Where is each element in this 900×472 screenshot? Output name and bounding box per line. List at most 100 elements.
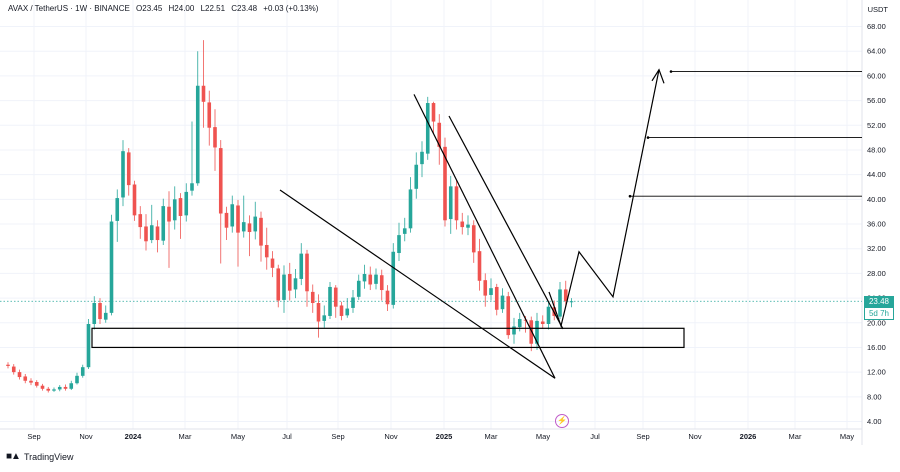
candle-body <box>98 303 102 320</box>
ohlc-close: C23.48 <box>231 4 258 13</box>
candle-body <box>517 319 522 328</box>
x-tick-label: Sep <box>636 432 649 441</box>
candle-body <box>362 273 367 282</box>
candle-body <box>178 198 183 216</box>
y-tick-label: 28.00 <box>867 269 886 278</box>
candle-body <box>34 382 39 386</box>
x-tick-label: Sep <box>331 432 344 441</box>
candle-body <box>391 251 396 305</box>
candle-body <box>414 164 419 189</box>
candle-body <box>264 244 269 258</box>
y-tick-label: 8.00 <box>867 392 882 401</box>
projection-path <box>548 69 660 328</box>
candle-body <box>184 191 189 216</box>
candle-body <box>483 280 488 296</box>
candle-body <box>230 204 235 227</box>
x-tick-label: Nov <box>384 432 398 441</box>
bar-countdown: 5d 7h <box>864 306 894 320</box>
candle-body <box>471 225 476 253</box>
candle-body <box>259 217 263 246</box>
candle-body <box>385 290 390 305</box>
candle-body <box>356 280 361 297</box>
candle-body <box>322 315 327 321</box>
candle-body <box>126 152 131 186</box>
x-tick-label: Jul <box>282 432 292 441</box>
candle-body <box>276 268 281 301</box>
y-tick-label: 20.00 <box>867 318 886 327</box>
channel-trendline <box>448 115 564 330</box>
candle-body <box>402 228 407 234</box>
candle-body <box>155 226 160 241</box>
candle-body <box>161 206 166 241</box>
brand-name: TradingView <box>23 451 74 462</box>
candle-body <box>563 289 568 302</box>
y-tick-label: 32.00 <box>867 244 886 253</box>
candle-body <box>500 295 505 310</box>
candle-body <box>52 389 56 391</box>
x-tick-label: May <box>840 432 854 441</box>
candle-body <box>328 286 332 316</box>
candle-body <box>167 206 171 222</box>
symbol-name[interactable]: AVAX / TetherUS · 1W · BINANCE <box>8 4 130 13</box>
x-tick-label: 2024 <box>125 432 143 441</box>
y-tick-label: 40.00 <box>867 195 886 204</box>
candle-body <box>149 225 154 241</box>
candle-body <box>282 274 286 300</box>
candle-body <box>218 148 223 214</box>
candle-body <box>425 103 430 154</box>
x-tick-label: May <box>536 432 550 441</box>
x-tick-label: Nov <box>79 432 93 441</box>
candle-body <box>29 380 33 383</box>
candle-body <box>190 183 194 191</box>
lightning-icon[interactable]: ⚡ <box>555 414 569 428</box>
candle-body <box>379 275 384 291</box>
x-tick-label: Sep <box>27 432 40 441</box>
candle-body <box>75 375 79 384</box>
candle-body <box>121 151 125 198</box>
candle-body <box>558 289 562 317</box>
candle-body <box>80 367 85 376</box>
y-tick-label: 64.00 <box>867 47 886 56</box>
candle-body <box>374 274 378 284</box>
x-tick-label: May <box>231 432 245 441</box>
candle-body <box>247 223 252 233</box>
y-tick-label: 52.00 <box>867 121 886 130</box>
projection-arrowhead <box>651 68 665 84</box>
candle-body <box>293 278 298 290</box>
y-tick-label: 44.00 <box>867 170 886 179</box>
y-tick-label: 56.00 <box>867 96 886 105</box>
x-tick-label: Mar <box>485 432 498 441</box>
tradingview-logo[interactable]: ■▲ TradingView <box>6 451 73 462</box>
target-level-dot <box>669 70 673 73</box>
candle-body <box>333 287 338 307</box>
candle-body <box>443 146 447 221</box>
candle-body <box>299 253 304 279</box>
candle-body <box>448 186 453 220</box>
candle-body <box>466 224 470 228</box>
candle-body <box>316 303 321 322</box>
candle-body <box>460 221 465 228</box>
candle-body <box>420 151 424 165</box>
candle-body <box>172 199 177 221</box>
candle-body <box>529 320 534 344</box>
x-tick-label: Jul <box>590 432 600 441</box>
candle-body <box>540 321 545 324</box>
candle-body <box>310 291 315 303</box>
price-unit-label[interactable]: USDT <box>867 5 888 14</box>
candle-body <box>368 274 373 285</box>
wedge-upper-trendline <box>413 94 556 379</box>
candle-body <box>46 388 51 391</box>
candle-body <box>138 214 143 228</box>
candle-body <box>494 286 499 310</box>
candle-body <box>397 235 401 254</box>
last-price-value: 23.48 <box>868 296 890 306</box>
candle-body <box>109 221 114 313</box>
candle-body <box>408 189 413 229</box>
wedge-lower-trendline <box>279 189 556 379</box>
candle-body <box>489 288 493 295</box>
candle-body <box>512 326 516 335</box>
candle-body <box>253 216 258 232</box>
candle-body <box>17 372 22 378</box>
